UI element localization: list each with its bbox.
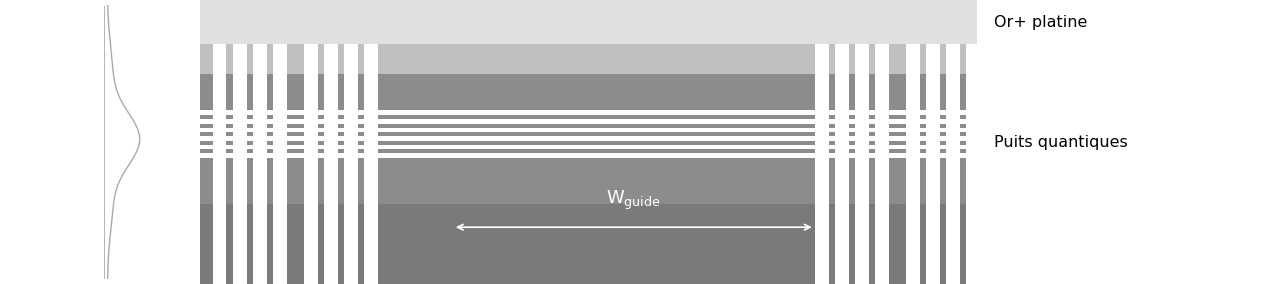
Bar [200,74,977,204]
Bar [200,119,977,124]
Bar [200,145,977,149]
Bar [200,136,977,141]
Bar [815,44,829,284]
Text: $\mathrm{W}_{\mathrm{guide}}$: $\mathrm{W}_{\mathrm{guide}}$ [606,188,662,212]
Bar [253,44,267,284]
Bar [946,44,960,284]
Bar [324,44,338,284]
Bar [875,44,889,284]
Bar [344,44,358,284]
Bar [200,153,977,158]
Bar [200,44,977,74]
Bar [200,0,977,284]
Bar [304,44,318,284]
Bar [200,110,977,115]
Text: Puits quantiques: Puits quantiques [994,135,1128,149]
Bar [273,44,287,284]
Bar [213,44,226,284]
Bar [966,44,980,284]
Bar [855,44,869,284]
Bar [200,128,977,132]
Bar [926,44,940,284]
Bar [835,44,849,284]
Bar [364,44,378,284]
Bar [200,0,977,44]
Text: Or+ platine: Or+ platine [994,15,1088,30]
Bar [906,44,920,284]
Bar [233,44,247,284]
